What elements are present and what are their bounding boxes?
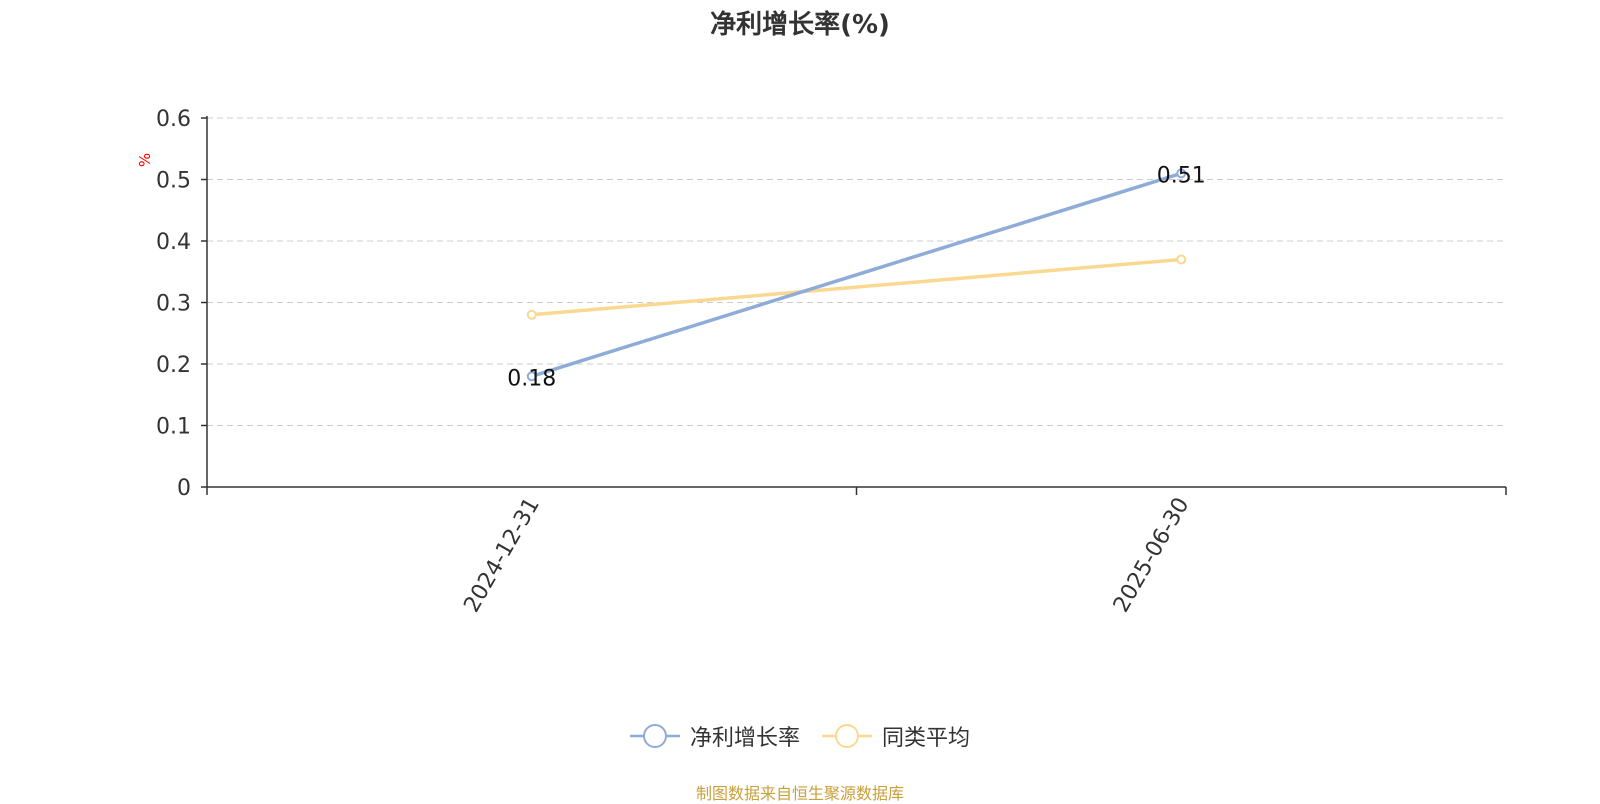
x-tick-label: 2025-06-30 <box>1109 494 1195 617</box>
legend: 净利增长率 同类平均 <box>0 720 1600 752</box>
legend-marker-icon <box>629 724 680 748</box>
data-point <box>1176 254 1187 265</box>
data-point <box>1176 168 1187 179</box>
data-point <box>526 371 537 382</box>
chart-title: 净利增长率(%) <box>710 10 890 40</box>
y-tick-label: 0.6 <box>156 107 191 132</box>
legend-marker-icon <box>822 724 872 748</box>
y-tick-label: 0.3 <box>156 292 191 317</box>
y-tick-label: 0.5 <box>156 169 191 194</box>
legend-item-peer-average[interactable]: 同类平均 <box>822 720 970 752</box>
legend-label: 同类平均 <box>882 726 971 751</box>
data-label: 0.51 <box>1157 163 1206 188</box>
x-tick-label: 2024-12-31 <box>459 494 545 617</box>
legend-label: 净利增长率 <box>689 726 800 751</box>
data-point <box>526 309 537 320</box>
series-line <box>531 257 1182 317</box>
source-note: 制图数据来自恒生聚源数据库 <box>695 784 904 803</box>
y-tick-label: 0.2 <box>156 353 191 378</box>
series-line <box>531 171 1182 378</box>
y-tick-label: 0 <box>177 476 191 501</box>
data-label: 0.18 <box>507 366 556 391</box>
y-axis-label: % <box>136 153 154 167</box>
legend-item-net-profit-growth[interactable]: 净利增长率 <box>629 720 800 752</box>
y-tick-label: 0.4 <box>156 230 191 255</box>
y-tick-label: 0.1 <box>156 415 191 440</box>
